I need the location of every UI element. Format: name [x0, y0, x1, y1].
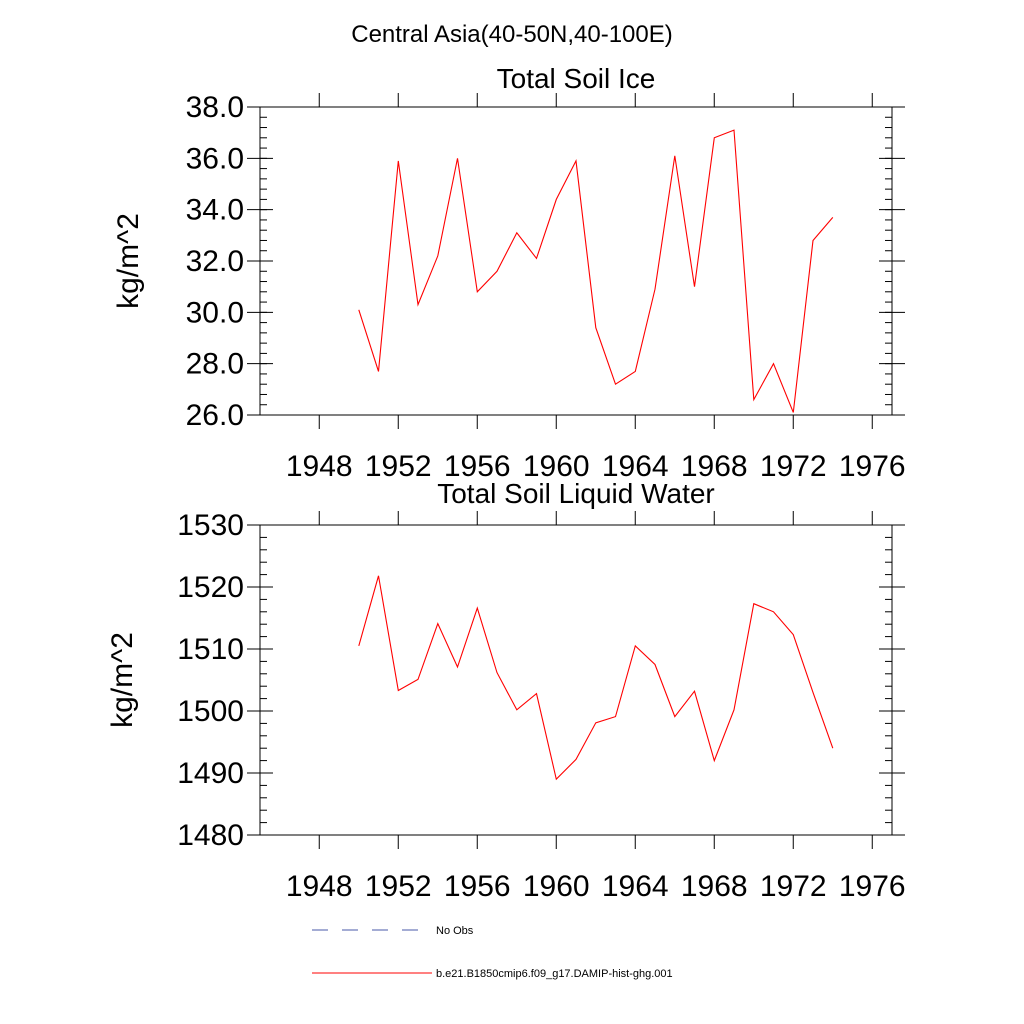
x-tick-label: 1960	[523, 450, 590, 483]
figure-title: Central Asia(40-50N,40-100E)	[351, 21, 673, 48]
y-tick-label: 1490	[177, 757, 244, 790]
legend-label-no-obs: No Obs	[436, 925, 474, 937]
panel-total-soil-ice: Total Soil Ice kg/m^2 26.0 28.0 30.0 32.0 34.0…	[112, 63, 906, 483]
legend: No Obs b.e21.B1850cmip6.f09_g17.DAMIP-hi…	[312, 925, 673, 980]
x-tick-label: 1956	[444, 450, 511, 483]
panel-total-soil-liquid-water: Total Soil Liquid Water kg/m^2 1480 1490 150…	[106, 478, 906, 903]
y-tick-label: 1480	[177, 819, 244, 852]
x-tick-label: 1976	[839, 450, 906, 483]
y-tick-label: 1530	[177, 509, 244, 542]
y-tick-label: 28.0	[186, 348, 244, 381]
y-tick-label: 1500	[177, 695, 244, 728]
legend-item-no-obs: No Obs	[312, 925, 474, 937]
y-axis-label: kg/m^2	[112, 213, 145, 309]
y-tick-label: 32.0	[186, 245, 244, 278]
x-tick-label: 1952	[365, 450, 432, 483]
plot-frame	[259, 106, 893, 416]
y-tick-label: 1510	[177, 633, 244, 666]
chart-title: Total Soil Liquid Water	[437, 478, 715, 509]
y-tick-label: 34.0	[186, 194, 244, 227]
x-tick-label: 1964	[602, 870, 669, 903]
y-tick-label: 26.0	[186, 399, 244, 432]
chart-title: Total Soil Ice	[497, 63, 656, 94]
x-tick-label: 1972	[760, 870, 827, 903]
x-tick-label: 1968	[681, 870, 748, 903]
x-tick-label: 1964	[602, 450, 669, 483]
legend-label-model-run: b.e21.B1850cmip6.f09_g17.DAMIP-hist-ghg.…	[436, 968, 673, 980]
y-tick-label: 38.0	[186, 91, 244, 124]
x-tick-label: 1968	[681, 450, 748, 483]
legend-item-model-run: b.e21.B1850cmip6.f09_g17.DAMIP-hist-ghg.…	[312, 968, 673, 980]
x-tick-label: 1948	[286, 870, 353, 903]
y-axis-label: kg/m^2	[106, 632, 139, 728]
x-tick-label: 1976	[839, 870, 906, 903]
x-tick-label: 1960	[523, 870, 590, 903]
y-tick-label: 30.0	[186, 296, 244, 329]
x-tick-label: 1972	[760, 450, 827, 483]
plot-frame	[259, 524, 893, 836]
x-tick-label: 1956	[444, 870, 511, 903]
y-tick-label: 36.0	[186, 142, 244, 175]
series-line	[358, 129, 834, 413]
x-tick-label: 1948	[286, 450, 353, 483]
y-tick-label: 1520	[177, 571, 244, 604]
series-line	[358, 575, 834, 781]
x-tick-label: 1952	[365, 870, 432, 903]
